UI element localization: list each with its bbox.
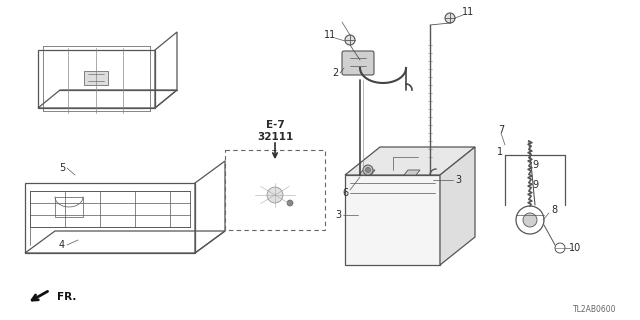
Text: E-7: E-7 <box>266 120 284 130</box>
Text: 11: 11 <box>462 7 474 17</box>
Text: 9: 9 <box>532 180 538 190</box>
Polygon shape <box>359 170 375 175</box>
Circle shape <box>445 13 455 23</box>
Circle shape <box>287 200 293 206</box>
Text: TL2AB0600: TL2AB0600 <box>573 306 617 315</box>
Text: FR.: FR. <box>58 292 77 302</box>
Circle shape <box>345 35 355 45</box>
Polygon shape <box>440 147 475 265</box>
Text: 32111: 32111 <box>257 132 293 142</box>
Polygon shape <box>404 170 420 175</box>
Circle shape <box>267 187 283 203</box>
Text: 6: 6 <box>342 188 348 198</box>
Text: 3: 3 <box>455 175 461 185</box>
Text: 5: 5 <box>59 163 65 173</box>
Text: 9: 9 <box>532 160 538 170</box>
Polygon shape <box>84 71 108 85</box>
Circle shape <box>365 167 371 172</box>
Text: 11: 11 <box>324 30 336 40</box>
Polygon shape <box>345 175 440 265</box>
FancyBboxPatch shape <box>342 51 374 75</box>
Circle shape <box>523 213 537 227</box>
Circle shape <box>363 165 373 175</box>
Text: 10: 10 <box>569 243 581 253</box>
Text: 8: 8 <box>551 205 557 215</box>
Text: 1: 1 <box>497 147 503 157</box>
Polygon shape <box>345 147 475 175</box>
Text: 7: 7 <box>498 125 504 135</box>
Text: 3: 3 <box>335 210 341 220</box>
Text: 4: 4 <box>59 240 65 250</box>
Text: 2: 2 <box>332 68 338 78</box>
